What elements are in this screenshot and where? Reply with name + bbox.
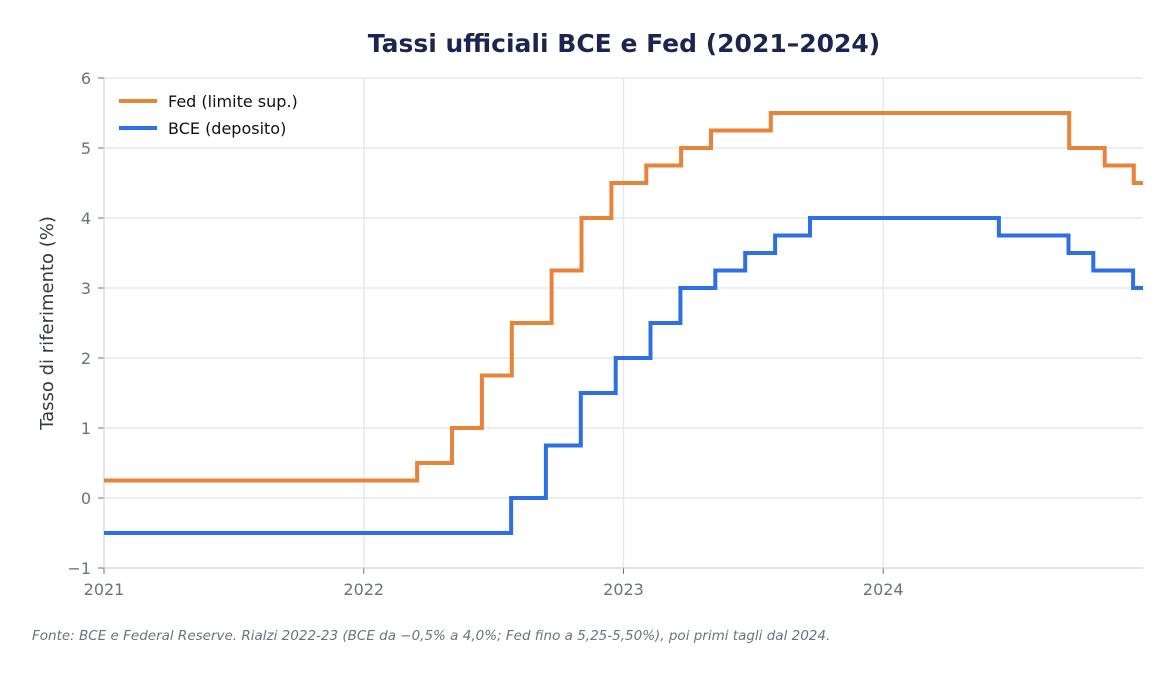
y-tick-label: 3 bbox=[81, 279, 91, 298]
series-line-bce bbox=[104, 216, 1143, 535]
x-tick-label: 2023 bbox=[603, 580, 644, 599]
y-tick-label: 1 bbox=[81, 419, 91, 438]
legend-label: BCE (deposito) bbox=[168, 119, 286, 138]
series-line-fed bbox=[104, 111, 1143, 483]
axes: −1 0 1 2 3 4 5 6 2021 2022 2023 2024 bbox=[67, 69, 1143, 599]
legend: Fed (limite sup.) BCE (deposito) bbox=[119, 92, 298, 138]
series-lines bbox=[104, 111, 1143, 535]
y-tick-label: 2 bbox=[81, 349, 91, 368]
y-tick-label: −1 bbox=[67, 559, 91, 578]
legend-label: Fed (limite sup.) bbox=[168, 92, 298, 111]
y-tick-label: 6 bbox=[81, 69, 91, 88]
y-tick-label: 5 bbox=[81, 139, 91, 158]
x-tick-label: 2024 bbox=[863, 580, 904, 599]
x-tick-label: 2021 bbox=[84, 580, 125, 599]
y-tick-label: 0 bbox=[81, 489, 91, 508]
y-axis-label: Tasso di riferimento (%) bbox=[37, 216, 58, 431]
source-note: Fonte: BCE e Federal Reserve. Rialzi 202… bbox=[32, 628, 831, 644]
x-tick-label: 2022 bbox=[343, 580, 384, 599]
y-tick-label: 4 bbox=[81, 209, 91, 228]
grid bbox=[103, 77, 1143, 569]
chart-title: Tassi ufficiali BCE e Fed (2021–2024) bbox=[368, 29, 881, 58]
